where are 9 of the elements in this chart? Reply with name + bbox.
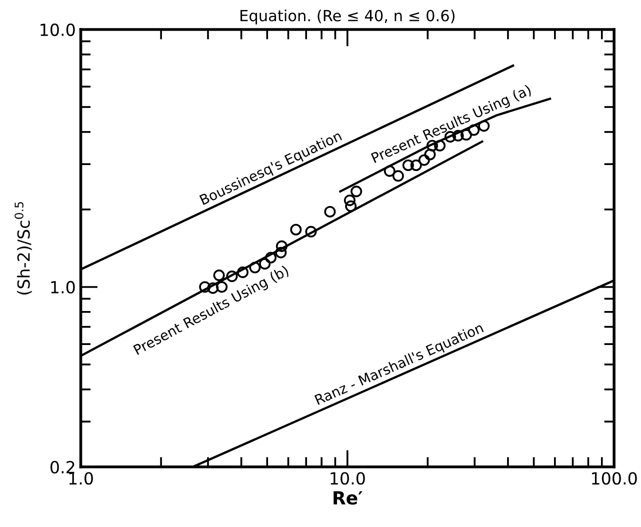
x-tick-label: 1.0 (69, 472, 93, 485)
chart-title: Equation. (Re ≤ 40, n ≤ 0.6) (240, 10, 454, 24)
x-axis-title: Re′ (334, 491, 362, 505)
y-tick-label: 0.2 (50, 460, 74, 474)
x-tick-label: 10.0 (330, 472, 365, 485)
y-axis-title: (Sh-2)/Sc$^{0.5}$ (14, 202, 32, 294)
x-tick-label: 100.0 (592, 472, 637, 485)
y-tick-label: 10.0 (40, 23, 75, 36)
y-tick-label: 1.0 (51, 280, 75, 294)
